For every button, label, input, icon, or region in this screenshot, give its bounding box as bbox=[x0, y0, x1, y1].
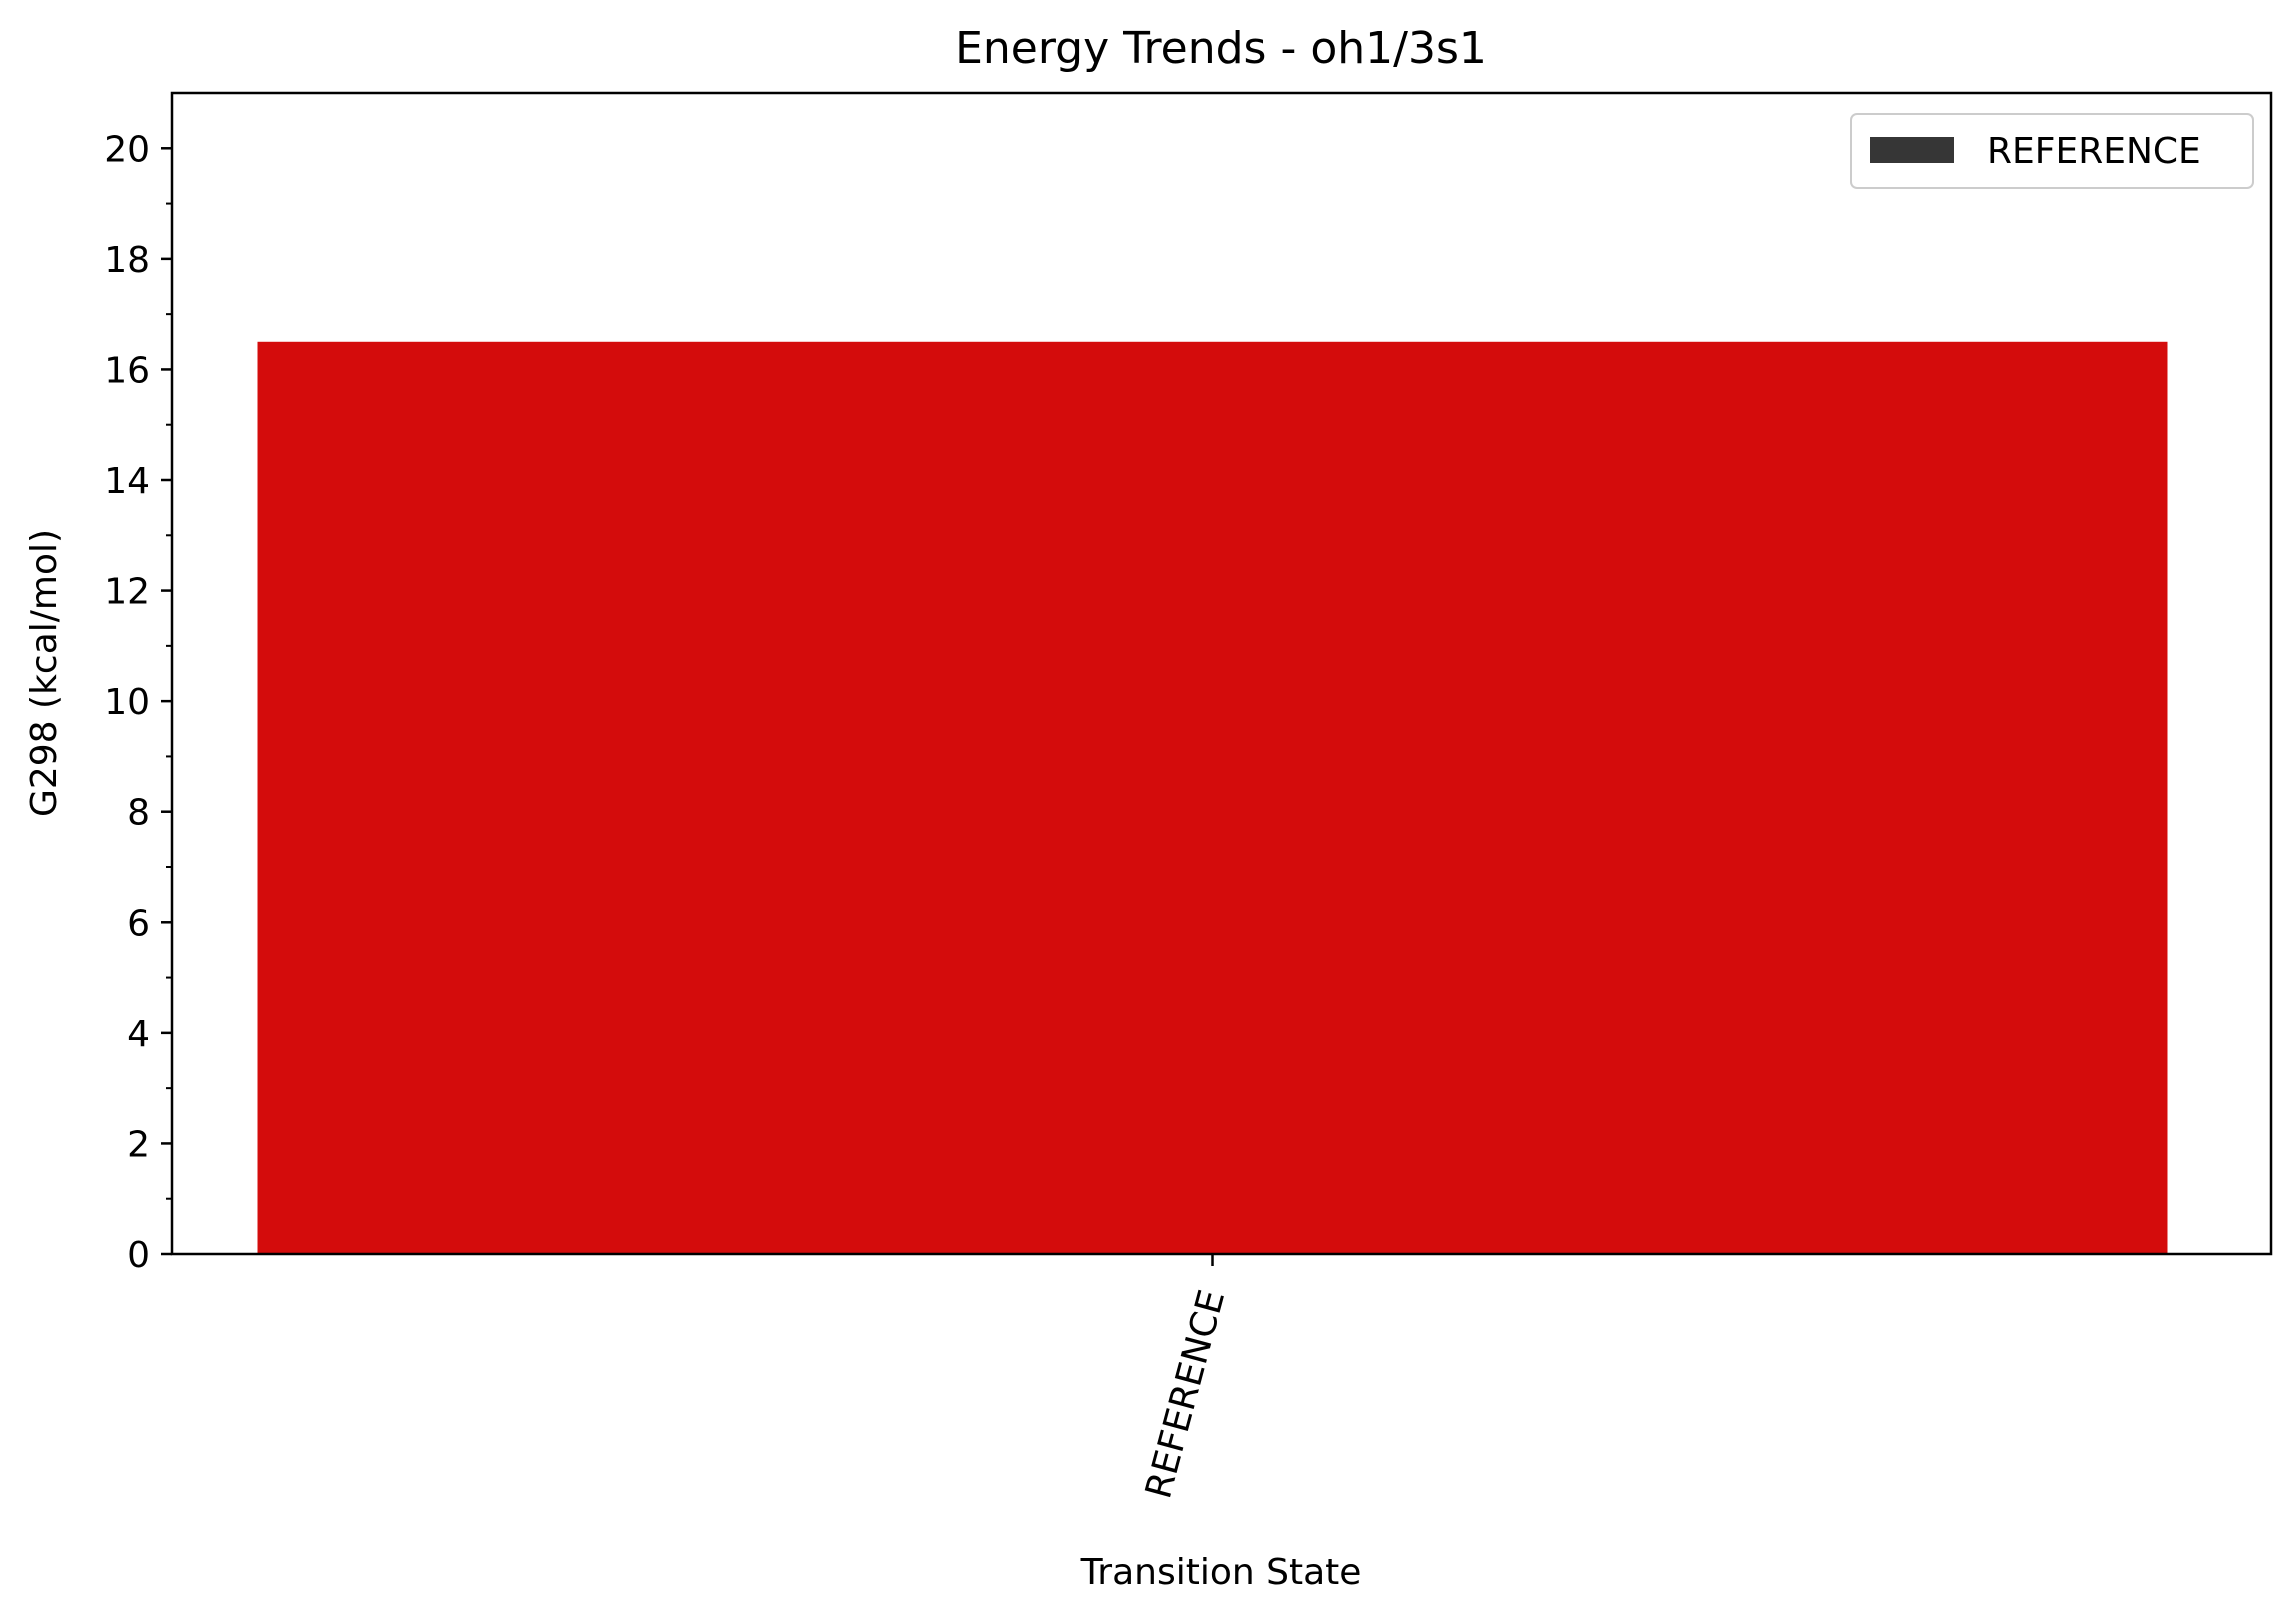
y-tick-label: 18 bbox=[104, 240, 150, 281]
y-tick-label: 10 bbox=[104, 682, 150, 723]
legend-patch bbox=[1870, 137, 1954, 163]
y-tick-label: 12 bbox=[104, 572, 150, 613]
y-tick-label: 8 bbox=[127, 793, 150, 834]
plot-frame bbox=[170, 91, 2273, 1256]
y-tick-label: 0 bbox=[127, 1235, 150, 1276]
bars-group bbox=[257, 341, 2168, 1254]
y-tick-label: 4 bbox=[127, 1014, 150, 1055]
y-tick-label: 6 bbox=[127, 903, 150, 944]
legend: REFERENCE bbox=[1850, 113, 2254, 189]
y-tick-label: 2 bbox=[127, 1124, 150, 1165]
y-tick-label: 16 bbox=[104, 350, 150, 391]
y-tick-label: 14 bbox=[104, 461, 150, 502]
y-axis: 0 2 4 6 8 10 12 14 16 18 20 bbox=[104, 129, 172, 1276]
y-axis-label: G298 (kcal/mol) bbox=[24, 529, 65, 817]
chart-title: Energy Trends - oh1/3s1 bbox=[955, 23, 1487, 74]
legend-frame bbox=[1850, 113, 2254, 189]
legend-label: REFERENCE bbox=[1987, 131, 2201, 172]
x-axis-label: Transition State bbox=[1080, 1552, 1362, 1593]
y-tick-label: 20 bbox=[104, 129, 150, 170]
bar-reference bbox=[257, 341, 2168, 1254]
